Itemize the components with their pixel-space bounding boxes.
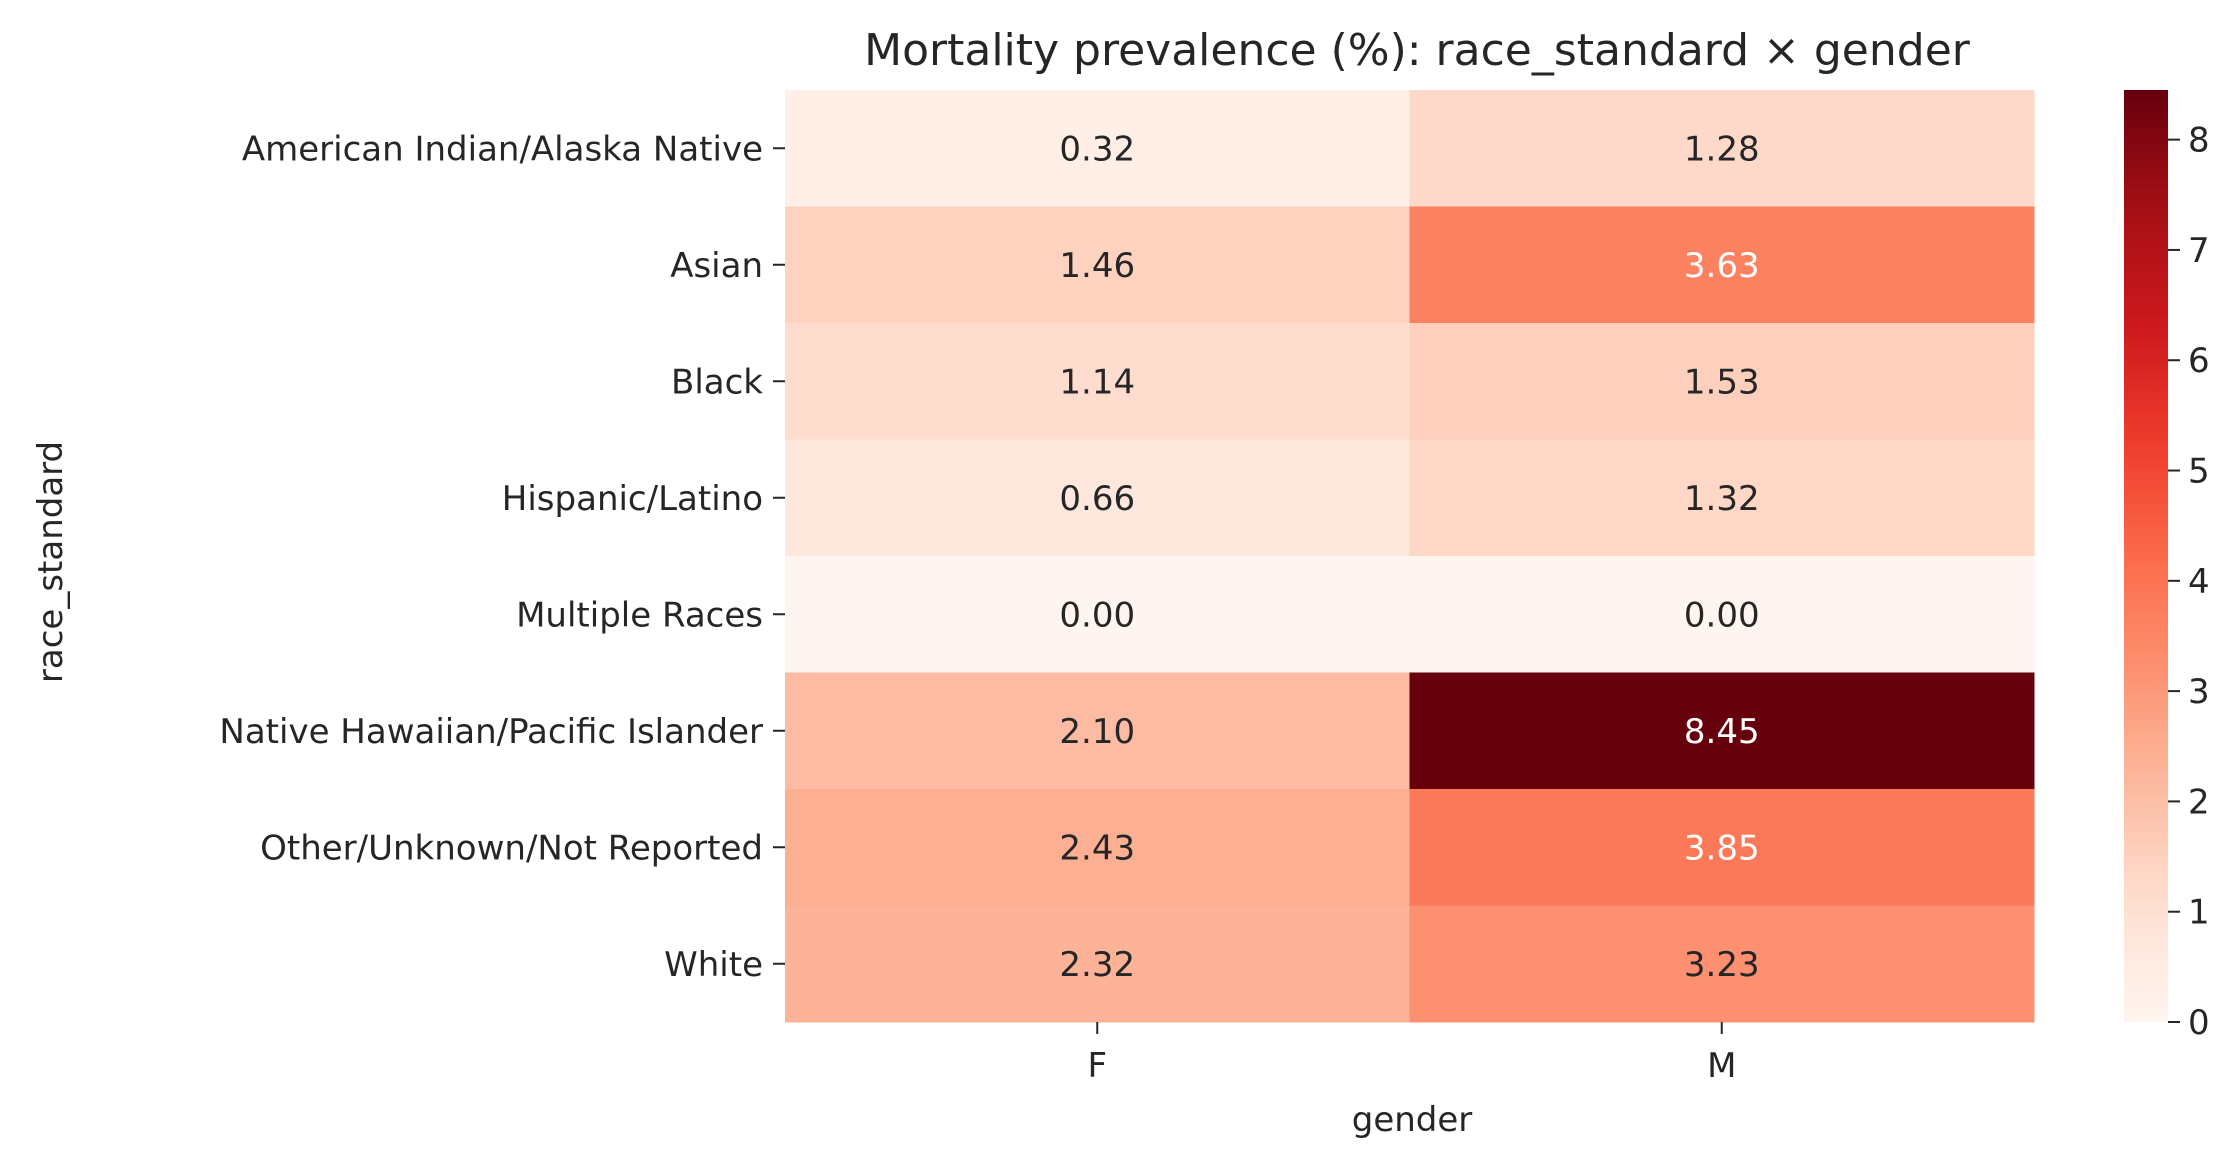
heatmap-cell [785, 672, 1410, 790]
heatmap-cell [1409, 439, 2035, 557]
colorbar-tick-label: 0 [2188, 1003, 2210, 1043]
cell-value-label: 2.43 [1059, 828, 1135, 868]
heatmap-cell [1409, 672, 2035, 790]
colorbar-gradient [2124, 90, 2168, 1022]
colorbar-tick-label: 5 [2188, 452, 2210, 492]
y-axis: American Indian/Alaska Native Asian Black H… [219, 129, 785, 985]
cell-value-label: 2.32 [1059, 945, 1135, 985]
heatmap-cell [1409, 789, 2035, 906]
y-tick-label: Asian [670, 246, 763, 286]
cell-value-label: 3.23 [1684, 945, 1760, 985]
colorbar-tick-label: 8 [2188, 121, 2210, 161]
colorbar-tick-label: 2 [2188, 782, 2210, 822]
colorbar-tick-label: 3 [2188, 672, 2210, 712]
heatmap-cell [785, 206, 1410, 324]
y-tick-label: Other/Unknown/Not Reported [260, 828, 763, 868]
heatmap-cell [1409, 206, 2035, 324]
heatmap-cell [785, 90, 1410, 207]
y-tick-label: American Indian/Alaska Native [242, 129, 763, 169]
heatmap-cell [785, 789, 1410, 906]
x-tick-label: M [1707, 1046, 1736, 1086]
colorbar-tick-label: 6 [2188, 341, 2210, 381]
heatmap-cell [785, 556, 1410, 673]
cell-value-label: 3.63 [1684, 246, 1760, 286]
heatmap-cell [1409, 90, 2035, 207]
chart-title: Mortality prevalence (%): race_standard … [864, 25, 1971, 76]
colorbar-tick-label: 1 [2188, 893, 2210, 933]
cell-value-label: 8.45 [1684, 712, 1760, 752]
heatmap-cells: 0.32 1.28 1.46 3.63 1.14 1.53 0.66 1.32 0.00 0.00… [785, 90, 2035, 1023]
y-tick-label: White [664, 945, 763, 985]
cell-value-label: 3.85 [1684, 828, 1760, 868]
cell-value-label: 1.14 [1059, 362, 1135, 402]
x-axis-label: gender [1352, 1100, 1473, 1140]
y-tick-label: Native Hawaiian/Pacific Islander [219, 712, 763, 752]
heatmap-cell [1409, 556, 2035, 673]
heatmap-cell [785, 439, 1410, 557]
y-tick-label: Hispanic/Latino [502, 479, 763, 519]
cell-value-label: 2.10 [1059, 712, 1135, 752]
cell-value-label: 0.66 [1059, 479, 1135, 519]
cell-value-label: 1.28 [1684, 129, 1760, 169]
cell-value-label: 0.00 [1059, 595, 1135, 635]
colorbar-tick-label: 7 [2188, 231, 2210, 271]
cell-value-label: 1.53 [1684, 362, 1760, 402]
cell-value-label: 1.46 [1059, 246, 1135, 286]
y-tick-label: Multiple Races [516, 595, 763, 635]
x-tick-label: F [1087, 1046, 1107, 1086]
y-tick-label: Black [671, 362, 763, 402]
y-axis-label: race_standard [31, 441, 71, 683]
cell-value-label: 0.00 [1684, 595, 1760, 635]
colorbar-tick-label: 4 [2188, 562, 2210, 602]
colorbar: 0 1 2 3 4 5 6 7 8 [2124, 90, 2210, 1043]
heatmap-cell [1409, 323, 2035, 440]
heatmap-cell [785, 905, 1410, 1023]
heatmap-cell [785, 323, 1410, 440]
cell-value-label: 1.32 [1684, 479, 1760, 519]
cell-value-label: 0.32 [1059, 129, 1135, 169]
heatmap-cell [1409, 905, 2035, 1023]
